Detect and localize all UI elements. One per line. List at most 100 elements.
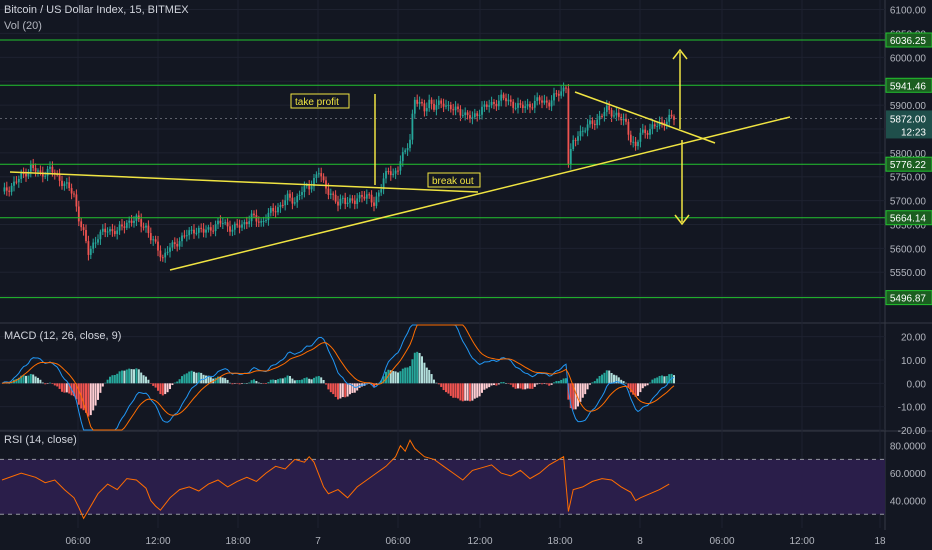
macd-histogram-bar xyxy=(452,383,455,398)
candle-body xyxy=(377,192,380,197)
candle-body xyxy=(106,231,109,233)
candle-body xyxy=(308,184,311,190)
candle-body xyxy=(329,193,332,195)
macd-histogram-bar xyxy=(416,351,419,384)
candle-body xyxy=(442,103,445,107)
candle-body xyxy=(505,98,507,102)
candle-body xyxy=(639,132,642,142)
descending-trendline xyxy=(9,171,479,193)
macd-histogram-bar xyxy=(135,368,138,384)
macd-histogram-bar xyxy=(221,377,224,384)
macd-histogram-bar xyxy=(68,383,71,394)
macd-histogram-bar xyxy=(128,368,131,384)
candle-body xyxy=(351,198,354,201)
candle-body xyxy=(267,212,270,221)
macd-histogram-bar xyxy=(629,383,632,393)
candle-body xyxy=(449,104,452,110)
macd-histogram-bar xyxy=(346,383,349,397)
macd-histogram-bar xyxy=(543,383,546,384)
candle-body xyxy=(481,106,483,115)
macd-histogram-bar xyxy=(392,371,395,384)
candle-body xyxy=(8,190,11,192)
candle-body xyxy=(269,207,272,213)
candle-body xyxy=(469,115,471,119)
macd-histogram-bar xyxy=(598,376,601,384)
macd-histogram-bar xyxy=(27,375,30,384)
macd-histogram-bar xyxy=(118,371,121,384)
candle-body xyxy=(483,104,486,107)
candle-body xyxy=(185,235,188,237)
candle-body xyxy=(44,175,47,177)
macd-histogram-bar xyxy=(183,374,186,384)
macd-histogram-bar xyxy=(87,383,90,417)
macd-histogram-bar xyxy=(231,383,234,385)
candle-body xyxy=(536,97,539,101)
macd-histogram-bar xyxy=(490,383,493,386)
macd-histogram-bar xyxy=(303,378,306,384)
macd-histogram-bar xyxy=(209,377,212,384)
macd-histogram-bar xyxy=(615,375,618,384)
macd-histogram-bar xyxy=(104,382,107,384)
macd-histogram-bar xyxy=(411,359,414,384)
macd-histogram-bar xyxy=(404,367,407,384)
macd-histogram-bar xyxy=(368,383,371,384)
price-tick-label: 6100.00 xyxy=(890,6,927,17)
candle-body xyxy=(334,194,337,202)
macd-histogram-bar xyxy=(639,383,642,393)
macd-histogram-bar xyxy=(185,373,188,384)
macd-histogram-bar xyxy=(531,383,534,389)
rsi-tick-label: 40.0000 xyxy=(890,497,927,508)
candle-body xyxy=(195,232,198,234)
macd-histogram-bar xyxy=(197,372,200,384)
candle-body xyxy=(265,220,267,222)
macd-histogram-bar xyxy=(553,382,555,384)
candle-body xyxy=(298,194,301,197)
candle-body xyxy=(317,173,320,175)
candle-body xyxy=(413,99,416,114)
macd-histogram-bar xyxy=(423,362,426,384)
macd-histogram-bar xyxy=(305,377,308,384)
macd-histogram-bar xyxy=(267,382,270,384)
candle-body xyxy=(401,152,404,162)
macd-histogram-bar xyxy=(15,378,18,384)
candle-body xyxy=(627,121,630,135)
price-tick-label: 5600.00 xyxy=(890,244,927,255)
current-price-tag xyxy=(886,110,932,139)
macd-histogram-bar xyxy=(334,383,337,397)
macd-histogram-bar xyxy=(526,383,529,389)
macd-histogram-bar xyxy=(469,383,471,402)
macd-histogram-bar xyxy=(85,383,87,413)
macd-histogram-bar xyxy=(37,377,39,384)
macd-histogram-bar xyxy=(265,383,267,384)
macd-histogram-bar xyxy=(562,378,565,384)
candle-body xyxy=(375,196,378,206)
candle-body xyxy=(656,126,659,128)
candle-body xyxy=(610,110,613,117)
candle-body xyxy=(495,103,498,107)
macd-histogram-bar xyxy=(125,369,128,384)
break-out-annotation: break out xyxy=(432,176,474,187)
candle-body xyxy=(190,229,193,231)
macd-histogram-bar xyxy=(656,377,659,384)
candle-body xyxy=(512,101,515,108)
candle-body xyxy=(85,230,87,242)
candle-body xyxy=(94,242,97,244)
macd-histogram-bar xyxy=(603,372,606,384)
candle-body xyxy=(101,228,104,232)
macd-histogram-bar xyxy=(538,383,541,384)
macd-histogram-bar xyxy=(584,383,587,395)
macd-histogram-bar xyxy=(152,383,155,386)
macd-histogram-bar xyxy=(385,371,387,384)
macd-histogram-bar xyxy=(322,380,325,384)
macd-histogram-bar xyxy=(22,375,25,384)
candle-body xyxy=(478,114,481,116)
level-price-label: 5496.87 xyxy=(890,294,927,305)
candle-body xyxy=(629,134,632,143)
candle-body xyxy=(260,221,263,223)
candle-body xyxy=(157,241,159,251)
macd-histogram-bar xyxy=(106,379,109,384)
macd-histogram-bar xyxy=(296,380,299,384)
macd-histogram-bar xyxy=(279,378,282,384)
candle-body xyxy=(363,196,366,199)
